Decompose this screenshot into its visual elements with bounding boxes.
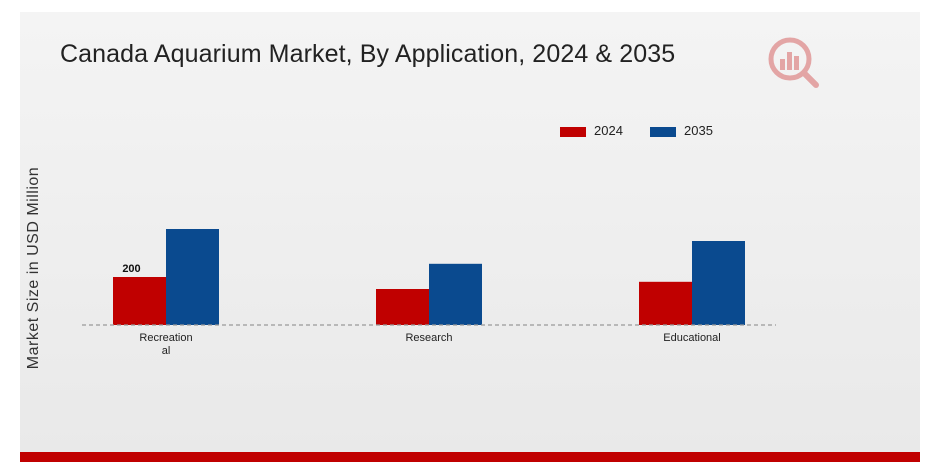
- legend-item-2024: 2024: [560, 123, 623, 138]
- bar-chart-magnifier-icon: [768, 37, 819, 88]
- x-tick-label-research: Research: [405, 332, 452, 344]
- bar-2024-recreational: [113, 277, 166, 325]
- legend-item-2035: 2035: [650, 123, 713, 138]
- x-tick-label-recreational: Recreation al: [139, 332, 192, 357]
- footer-accent-bar: [20, 452, 920, 462]
- bar-2024-educational: [639, 281, 692, 325]
- legend-label-2024: 2024: [594, 123, 623, 138]
- legend-label-2035: 2035: [684, 123, 713, 138]
- x-tick-label-educational: Educational: [663, 332, 721, 344]
- chart-title: Canada Aquarium Market, By Application, …: [60, 40, 676, 68]
- legend-swatch-2035: [650, 126, 676, 137]
- bar-2024-research: [376, 289, 429, 325]
- bar-2035-educational: [692, 241, 745, 325]
- legend-swatch-2024: [560, 126, 586, 137]
- bar-2035-research: [429, 263, 482, 325]
- bar-2035-recreational: [166, 229, 219, 325]
- data-label-2024-recreational: 200: [122, 263, 140, 275]
